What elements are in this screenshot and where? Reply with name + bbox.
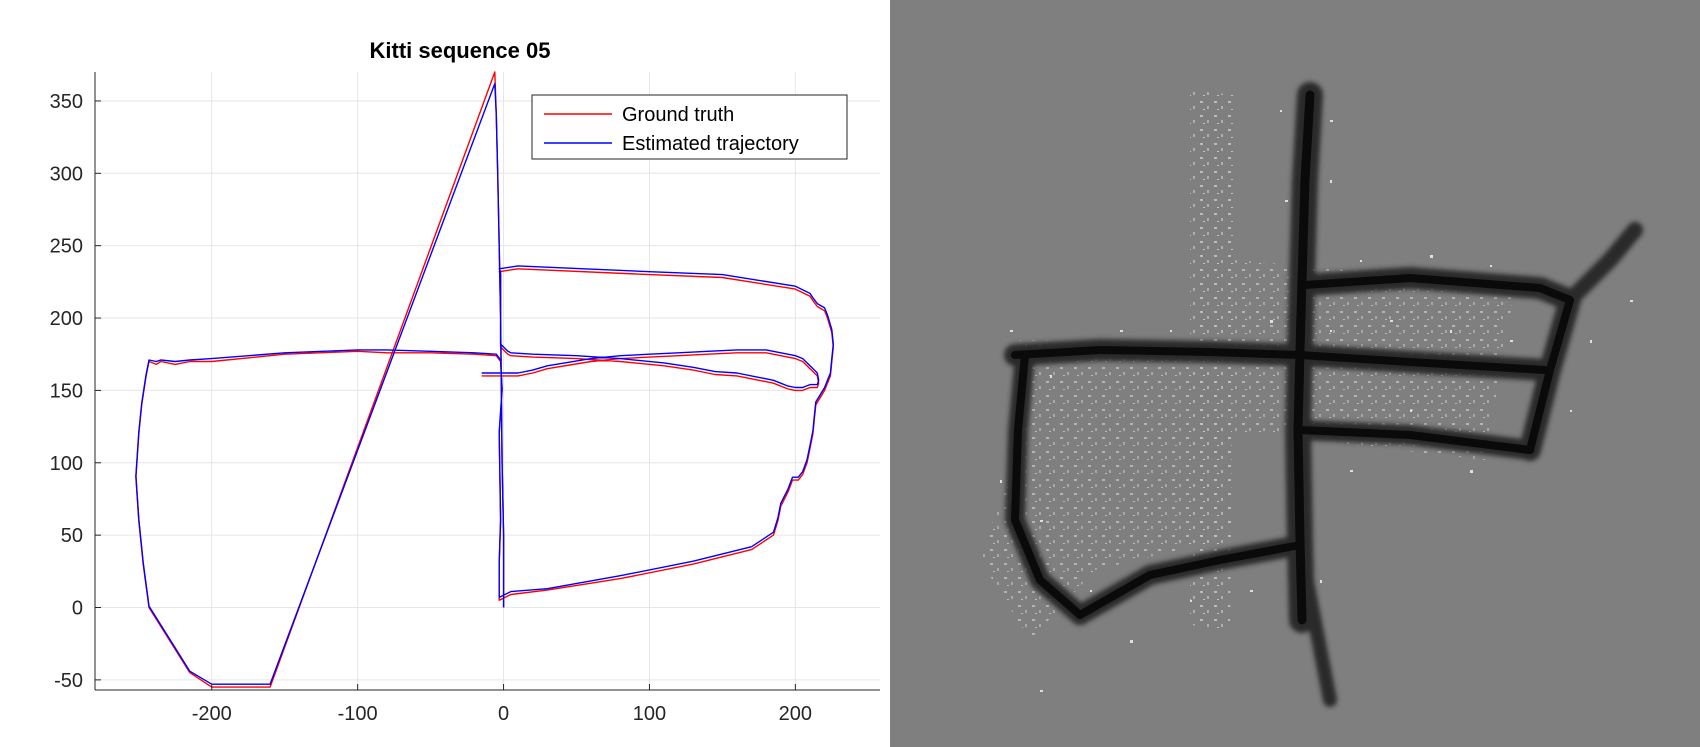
series-layer <box>135 71 834 688</box>
legend-box <box>531 94 848 160</box>
y-tick-label: 150 <box>50 380 83 402</box>
y-tick-label: 300 <box>50 163 83 185</box>
axes: -200 -100 0 100 200 -50 0 50 100 150 200 250 300 350 <box>50 72 880 725</box>
chart-title: Kitti sequence 05 <box>370 38 551 63</box>
x-tick-label: -200 <box>192 703 232 725</box>
x-tick-label: 0 <box>498 703 509 725</box>
x-tick-label: 200 <box>779 703 812 725</box>
point-cloud-map-image <box>980 82 1643 707</box>
y-tick-label: -50 <box>54 670 83 692</box>
x-tick-label: -100 <box>338 703 378 725</box>
y-tick-label: 50 <box>61 525 83 547</box>
series-line-estimated-trajectory <box>135 82 834 685</box>
y-tick-label: 200 <box>50 308 83 330</box>
series-line-ground-truth <box>135 71 834 688</box>
y-tick-label: 100 <box>50 453 83 475</box>
y-tick-label: 350 <box>50 91 83 113</box>
point-cloud-map-panel <box>890 0 1700 747</box>
legend-label: Estimated trajectory <box>622 133 799 155</box>
legend: Ground truth Estimated trajectory <box>531 94 848 160</box>
y-tick-label: 250 <box>50 236 83 258</box>
y-tick-label: 0 <box>72 598 83 620</box>
legend-label: Ground truth <box>622 104 734 126</box>
trajectory-plot: Kitti sequence 05 -200 -100 0 100 200 -50 0 50 1… <box>50 38 880 725</box>
x-tick-label: 100 <box>633 703 666 725</box>
trajectory-plot-panel: Kitti sequence 05 -200 -100 0 100 200 -50 0 50 1… <box>49 38 880 725</box>
